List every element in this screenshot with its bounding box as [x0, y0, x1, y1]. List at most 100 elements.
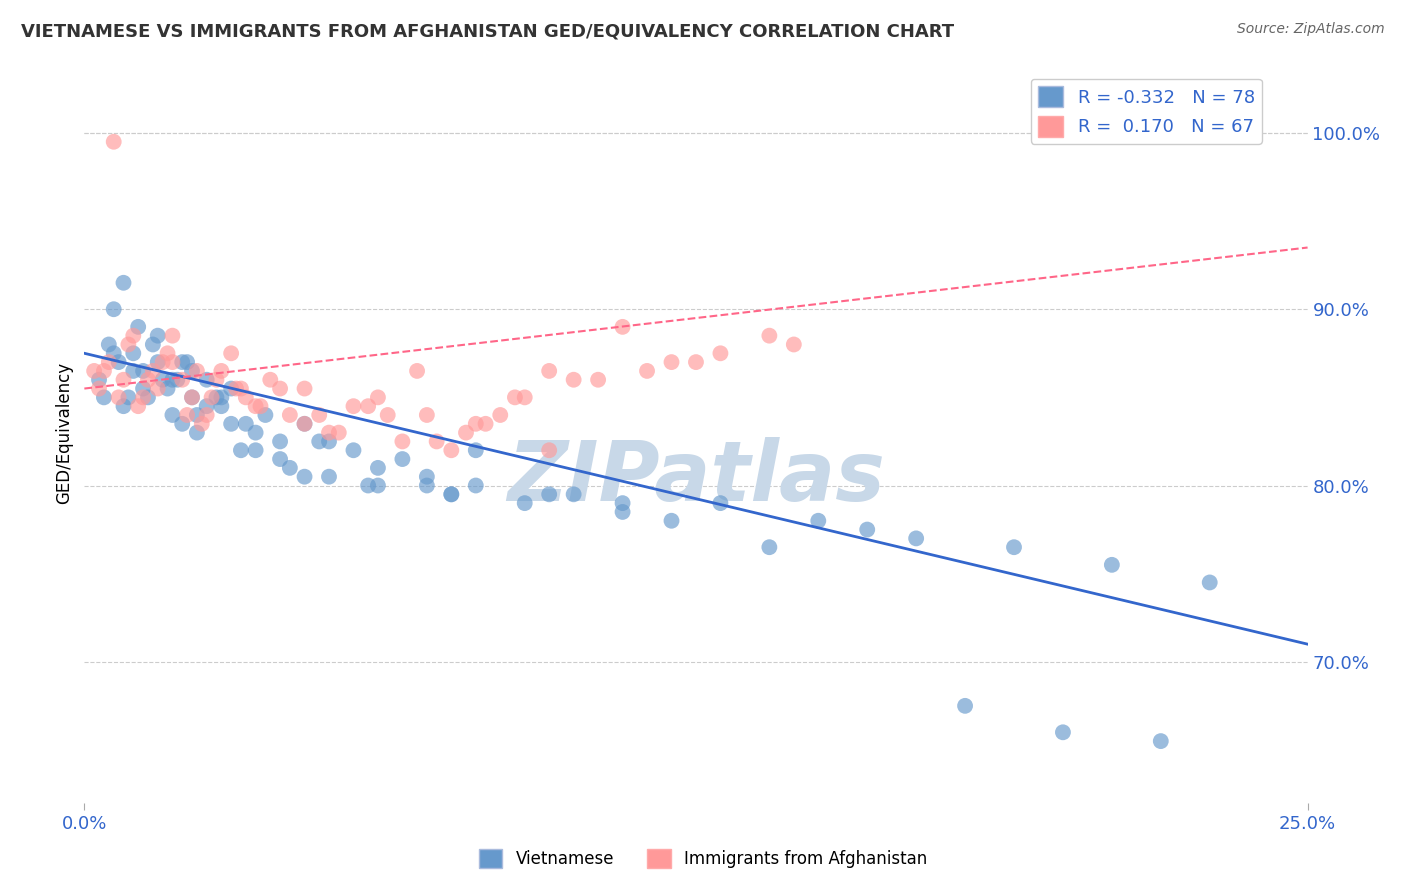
Point: [294, 469, 316, 483]
Point: [93, 390, 115, 404]
Point: [758, 328, 780, 343]
Point: [513, 496, 536, 510]
Point: [377, 408, 399, 422]
Point: [367, 478, 389, 492]
Point: [661, 514, 683, 528]
Point: [235, 390, 257, 404]
Point: [162, 373, 184, 387]
Point: [122, 328, 145, 343]
Point: [254, 408, 277, 422]
Point: [269, 452, 291, 467]
Legend: R = -0.332   N = 78, R =  0.170   N = 67: R = -0.332 N = 78, R = 0.170 N = 67: [1031, 78, 1261, 144]
Point: [146, 328, 169, 343]
Point: [142, 337, 165, 351]
Point: [103, 346, 125, 360]
Point: [132, 382, 155, 396]
Point: [807, 514, 830, 528]
Point: [117, 337, 139, 351]
Point: [229, 382, 252, 396]
Point: [186, 408, 208, 422]
Point: [426, 434, 449, 449]
Point: [209, 399, 232, 413]
Text: Source: ZipAtlas.com: Source: ZipAtlas.com: [1237, 22, 1385, 37]
Point: [136, 373, 159, 387]
Point: [464, 443, 486, 458]
Point: [245, 399, 267, 413]
Point: [562, 373, 585, 387]
Point: [200, 390, 222, 404]
Point: [905, 532, 928, 546]
Point: [294, 417, 316, 431]
Point: [406, 364, 429, 378]
Point: [342, 399, 364, 413]
Point: [209, 364, 232, 378]
Point: [1150, 734, 1173, 748]
Point: [538, 487, 561, 501]
Point: [132, 364, 155, 378]
Point: [1101, 558, 1123, 572]
Point: [146, 355, 169, 369]
Point: [538, 364, 561, 378]
Point: [489, 408, 512, 422]
Point: [367, 390, 389, 404]
Point: [328, 425, 350, 440]
Point: [205, 390, 228, 404]
Point: [278, 461, 301, 475]
Point: [176, 408, 198, 422]
Point: [416, 469, 439, 483]
Point: [219, 346, 242, 360]
Point: [103, 135, 125, 149]
Point: [464, 417, 486, 431]
Point: [464, 478, 486, 492]
Point: [162, 328, 184, 343]
Point: [162, 355, 184, 369]
Point: [166, 373, 188, 387]
Point: [152, 373, 174, 387]
Point: [245, 425, 267, 440]
Point: [176, 355, 198, 369]
Point: [612, 505, 634, 519]
Point: [294, 417, 316, 431]
Point: [152, 355, 174, 369]
Point: [97, 337, 120, 351]
Point: [219, 417, 242, 431]
Point: [269, 382, 291, 396]
Point: [342, 443, 364, 458]
Point: [454, 425, 477, 440]
Point: [146, 382, 169, 396]
Point: [181, 390, 204, 404]
Point: [117, 390, 139, 404]
Point: [132, 390, 155, 404]
Point: [513, 390, 536, 404]
Text: ZIPatlas: ZIPatlas: [508, 436, 884, 517]
Point: [195, 399, 218, 413]
Point: [112, 399, 135, 413]
Point: [191, 417, 214, 431]
Point: [783, 337, 806, 351]
Point: [219, 382, 242, 396]
Point: [953, 698, 976, 713]
Point: [249, 399, 271, 413]
Point: [186, 425, 208, 440]
Point: [709, 346, 731, 360]
Point: [440, 487, 463, 501]
Point: [391, 452, 413, 467]
Point: [112, 373, 135, 387]
Point: [318, 425, 340, 440]
Point: [87, 373, 110, 387]
Point: [294, 382, 316, 396]
Point: [661, 355, 683, 369]
Point: [1198, 575, 1220, 590]
Point: [391, 434, 413, 449]
Point: [122, 346, 145, 360]
Point: [259, 373, 281, 387]
Point: [440, 443, 463, 458]
Point: [1002, 540, 1025, 554]
Point: [83, 364, 105, 378]
Point: [195, 373, 218, 387]
Point: [172, 373, 194, 387]
Point: [97, 355, 120, 369]
Point: [685, 355, 707, 369]
Point: [107, 390, 129, 404]
Point: [235, 417, 257, 431]
